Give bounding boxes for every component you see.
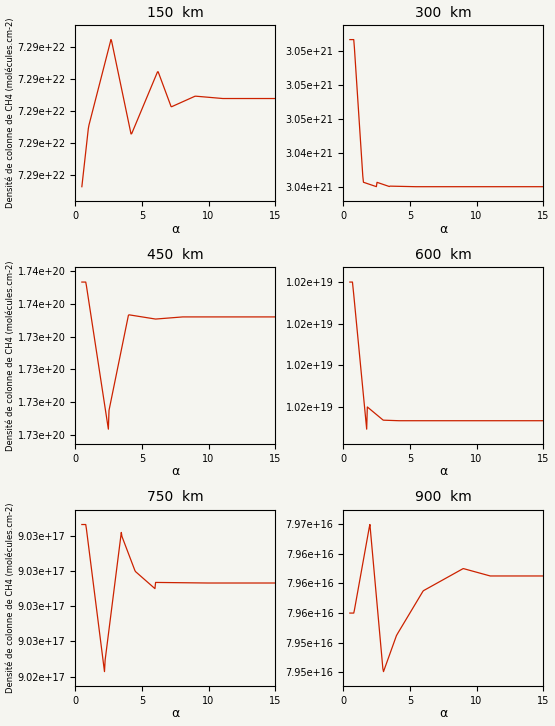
X-axis label: α: α [439, 222, 447, 235]
X-axis label: α: α [171, 707, 179, 720]
Y-axis label: Densité de colonne de CH4 (molécules.cm-2): Densité de colonne de CH4 (molécules.cm-… [6, 18, 14, 208]
X-axis label: α: α [439, 707, 447, 720]
Title: 900  km: 900 km [415, 491, 472, 505]
Y-axis label: Densité de colonne de CH4 (molécules.cm-2): Densité de colonne de CH4 (molécules.cm-… [6, 503, 15, 693]
Y-axis label: Densité de colonne de CH4 (molécules.cm-2): Densité de colonne de CH4 (molécules.cm-… [6, 261, 15, 451]
Title: 750  km: 750 km [147, 491, 204, 505]
Title: 450  km: 450 km [147, 248, 204, 262]
X-axis label: α: α [171, 465, 179, 478]
X-axis label: α: α [439, 465, 447, 478]
Title: 300  km: 300 km [415, 6, 472, 20]
Title: 150  km: 150 km [147, 6, 204, 20]
Title: 600  km: 600 km [415, 248, 472, 262]
X-axis label: α: α [171, 222, 179, 235]
